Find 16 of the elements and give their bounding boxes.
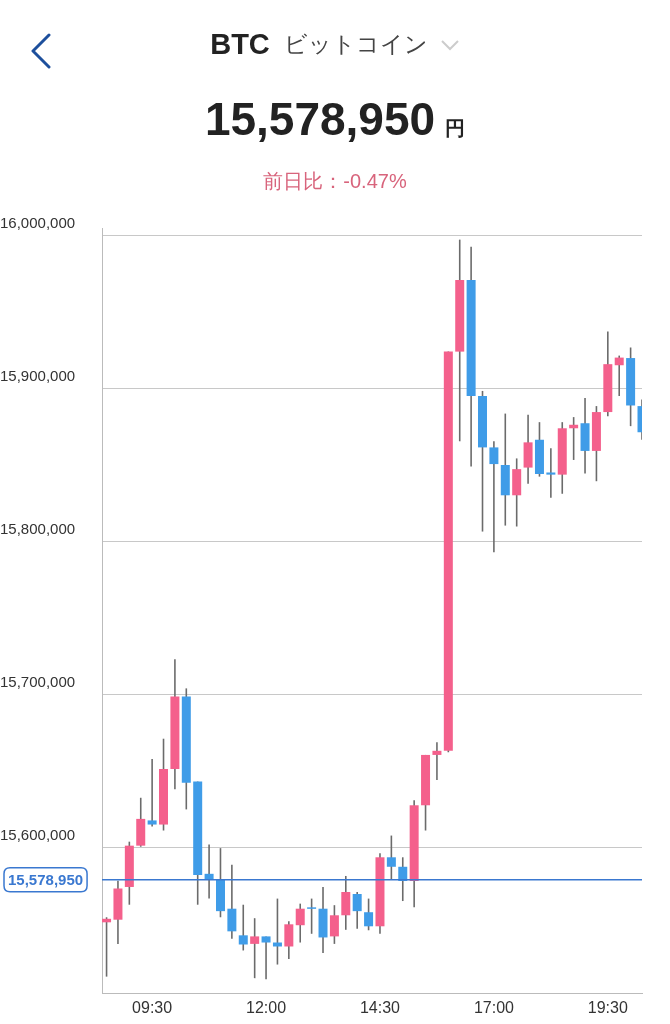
text: 前日比：-0.47% [262, 169, 408, 194]
x-tick-label: 09:30 [132, 999, 173, 1017]
chart-subtitle: ビットコイン [283, 31, 428, 57]
y-tick-label: 15,600,000 [0, 825, 76, 843]
x-tick-label: 14:30 [359, 999, 401, 1017]
chart-title: BTC [210, 28, 270, 60]
x-tick-label: 12:00 [246, 999, 287, 1017]
y-tick-label: 15,800,000 [0, 519, 76, 537]
y-tick-label: 16,000,000 [0, 213, 76, 231]
x-tick-label: 17:00 [473, 999, 515, 1017]
x-tick-label: 19:30 [587, 999, 628, 1017]
text: 15,578,950 [204, 93, 436, 145]
y-tick-label: 15,900,000 [0, 366, 76, 384]
y-tick-label: 15,700,000 [0, 672, 76, 690]
text: 円 [445, 117, 466, 139]
ref-line-label: 15,578,950 [8, 871, 84, 888]
